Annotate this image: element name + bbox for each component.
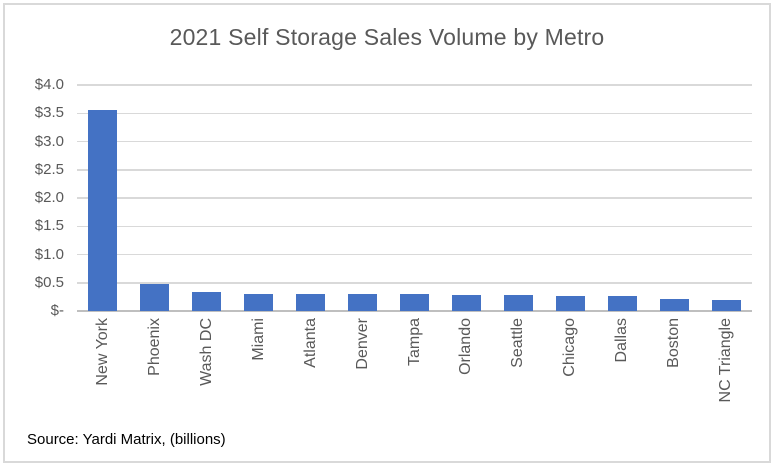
x-axis-tick-label: Boston bbox=[665, 318, 683, 368]
x-axis-tick-label: Chicago bbox=[561, 318, 579, 377]
y-axis-tick-label: $2.5 bbox=[34, 160, 64, 178]
x-axis-tick-label: New York bbox=[93, 318, 111, 386]
source-note: Source: Yardi Matrix, (billions) bbox=[27, 431, 226, 448]
gridline bbox=[77, 112, 752, 114]
gridline bbox=[77, 253, 752, 256]
x-axis-tick-label: Orlando bbox=[457, 318, 475, 375]
x-axis-line bbox=[77, 310, 752, 312]
y-axis-tick-label: $- bbox=[50, 302, 64, 319]
bar-dallas bbox=[607, 296, 637, 311]
bar-wash-dc bbox=[192, 291, 222, 311]
bar-atlanta bbox=[296, 294, 326, 311]
bar-phoenix bbox=[140, 283, 170, 311]
bar-boston bbox=[659, 298, 689, 311]
gridline bbox=[77, 282, 752, 284]
x-axis-tick-label: Seattle bbox=[509, 318, 527, 368]
x-axis-tick-label: Miami bbox=[249, 318, 267, 361]
chart-frame: 2021 Self Storage Sales Volume by Metro … bbox=[3, 3, 771, 463]
gridline bbox=[77, 225, 752, 227]
y-axis-tick-label: $4.0 bbox=[34, 76, 64, 93]
x-axis-tick-label: Phoenix bbox=[145, 318, 163, 376]
bar-chicago bbox=[555, 295, 585, 311]
y-axis-tick-label: $1.5 bbox=[34, 217, 64, 235]
y-axis-tick-label: $0.5 bbox=[34, 273, 64, 291]
y-axis-tick-label: $3.0 bbox=[34, 132, 64, 150]
chart-title: 2021 Self Storage Sales Volume by Metro bbox=[169, 24, 605, 50]
x-axis-tick-label: NC Triangle bbox=[717, 318, 735, 403]
bar-tampa bbox=[400, 294, 429, 311]
y-axis-tick-label: $1.0 bbox=[34, 245, 64, 263]
gridline bbox=[77, 197, 752, 199]
gridline bbox=[77, 169, 752, 171]
bar-nc-triangle bbox=[711, 299, 741, 311]
x-axis-tick-label: Wash DC bbox=[197, 318, 215, 386]
x-axis-tick-label: Tampa bbox=[405, 318, 423, 367]
x-axis-tick-label: Atlanta bbox=[301, 318, 319, 368]
bar-denver bbox=[348, 294, 378, 311]
x-axis-tick-label: Denver bbox=[353, 318, 371, 370]
gridline bbox=[77, 84, 752, 86]
bar-miami bbox=[244, 293, 274, 311]
x-axis-tick-label: Dallas bbox=[613, 318, 631, 363]
y-axis-tick-label: $3.5 bbox=[34, 104, 64, 122]
bar-new-york bbox=[88, 110, 118, 311]
bar-orlando bbox=[451, 295, 481, 311]
gridline bbox=[77, 140, 752, 143]
y-axis-tick-label: $2.0 bbox=[34, 189, 64, 206]
bar-seattle bbox=[503, 295, 533, 311]
plot-area bbox=[77, 84, 752, 312]
